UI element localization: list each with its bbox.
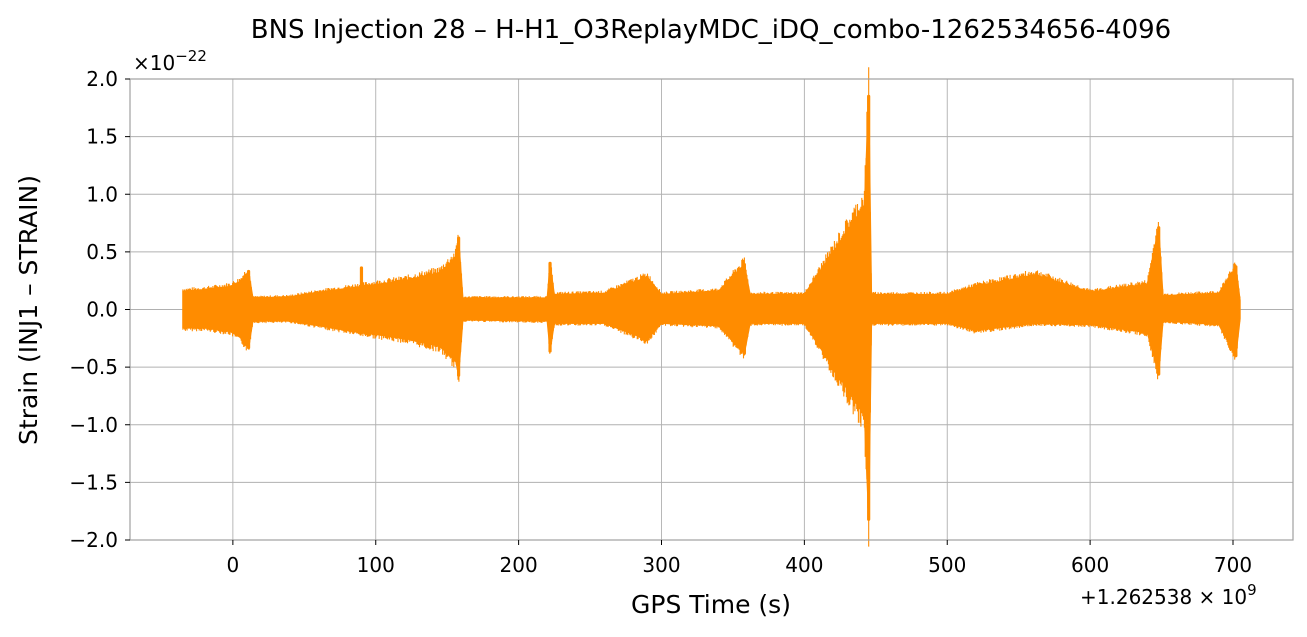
x-axis-label: GPS Time (s): [631, 590, 791, 619]
x-tick-label: 600: [1071, 553, 1109, 577]
y-tick-label: −1.0: [69, 413, 118, 437]
svg-text:+1.262538 × 109: +1.262538 × 109: [1080, 581, 1257, 609]
y-tick-label: −1.5: [69, 470, 118, 494]
x-tick-label: 0: [227, 553, 240, 577]
data-layer: [182, 67, 1241, 547]
ticks: 0 100 200 300 400 500 600 700 2.0 1.5 1.0 0.5 0.0 −0.…: [69, 67, 1252, 577]
y-tick-label: 1.5: [86, 125, 118, 149]
y-tick-label: −2.0: [69, 528, 118, 552]
y-scale-label: ×10−22: [133, 47, 207, 75]
x-tick-label: 300: [642, 553, 680, 577]
y-tick-label: 2.0: [86, 67, 118, 91]
x-tick-label: 100: [357, 553, 395, 577]
svg-text:×10−22: ×10−22: [133, 47, 207, 75]
x-offset-exponent: 9: [1247, 581, 1257, 599]
x-tick-label: 400: [785, 553, 823, 577]
chart-title: BNS Injection 28 – H-H1_O3ReplayMDC_iDQ_…: [251, 15, 1171, 45]
x-offset-label: +1.262538 × 109: [1080, 581, 1257, 609]
y-scale-exponent: −22: [175, 47, 207, 65]
y-tick-label: −0.5: [69, 355, 118, 379]
y-tick-label: 1.0: [86, 182, 118, 206]
strain-oscillation: [182, 67, 1241, 547]
x-offset-base: +1.262538 × 10: [1080, 585, 1247, 609]
y-tick-label: 0.5: [86, 240, 118, 264]
x-tick-label: 200: [500, 553, 538, 577]
y-tick-label: 0.0: [86, 298, 118, 322]
x-tick-label: 500: [928, 553, 966, 577]
x-tick-label: 700: [1214, 553, 1252, 577]
y-axis-label: Strain (INJ1 – STRAIN): [14, 175, 43, 445]
y-scale-base: ×10: [133, 51, 175, 75]
